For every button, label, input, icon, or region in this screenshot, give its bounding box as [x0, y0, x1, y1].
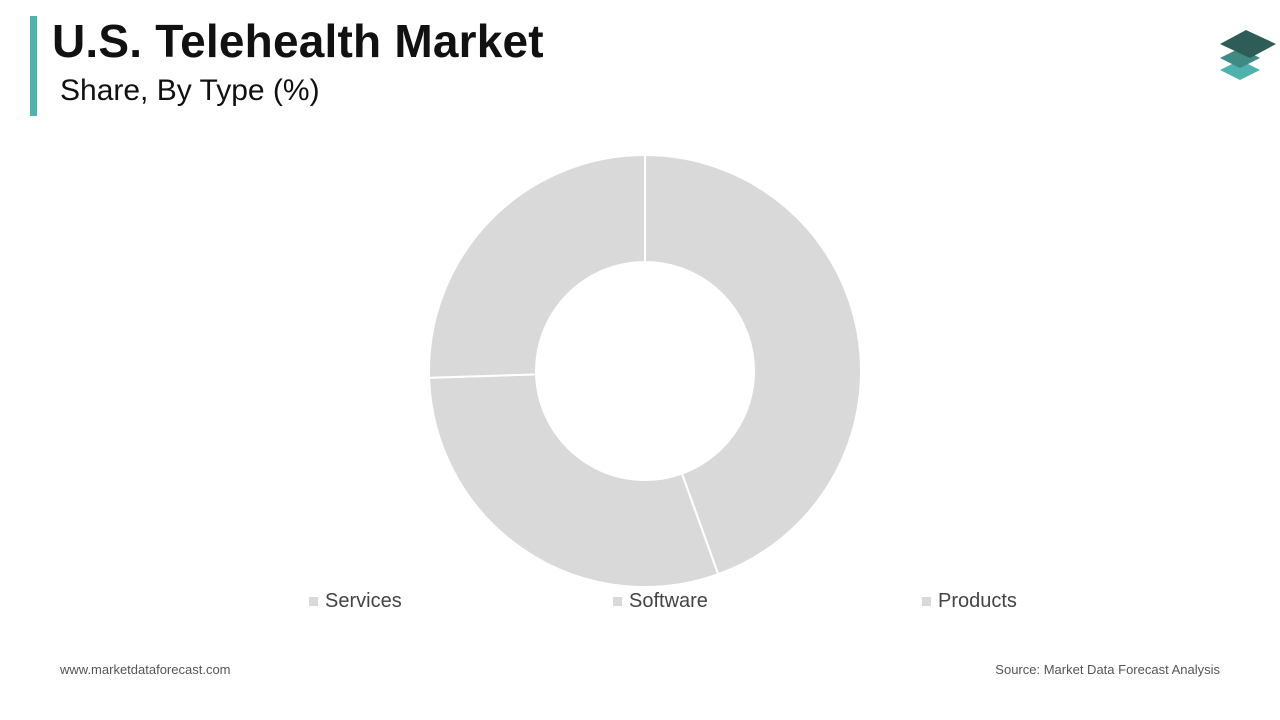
legend-item-software: Software [613, 590, 708, 613]
stacked-layers-icon [1220, 30, 1276, 80]
legend-label-software: Software [629, 590, 708, 612]
donut-slice-services [644, 153, 862, 576]
legend-label-products: Products [938, 590, 1017, 612]
logo-layer-top [1220, 30, 1276, 58]
donut-slice-products [428, 153, 646, 379]
page-title: U.S. Telehealth Market [52, 15, 544, 67]
title-accent-bar [30, 16, 37, 116]
footer-website[interactable]: www.marketdataforecast.com [60, 662, 231, 677]
footer-source: Source: Market Data Forecast Analysis [995, 662, 1220, 677]
legend-item-services: Services [309, 590, 402, 613]
legend-swatch-software [613, 597, 622, 606]
legend-swatch-products [922, 597, 931, 606]
legend-item-products: Products [922, 590, 1017, 613]
legend-swatch-services [309, 597, 318, 606]
donut-slices [428, 153, 862, 588]
page-subtitle: Share, By Type (%) [60, 74, 320, 107]
donut-slice-software [428, 373, 720, 588]
logo-layer-bottom [1220, 60, 1260, 80]
legend-label-services: Services [325, 590, 402, 612]
